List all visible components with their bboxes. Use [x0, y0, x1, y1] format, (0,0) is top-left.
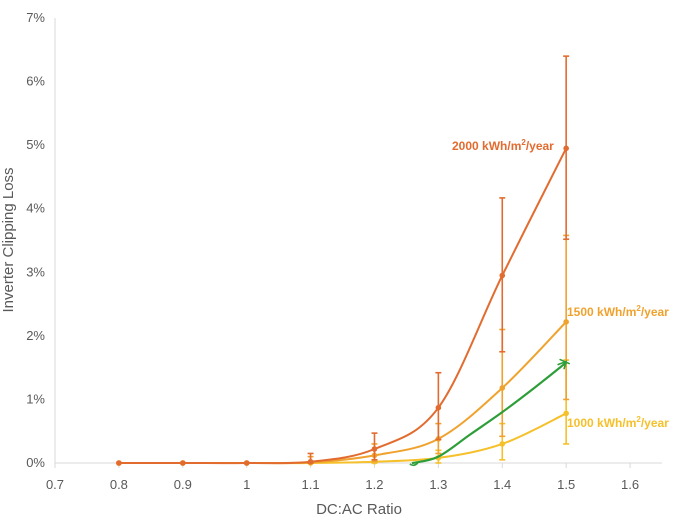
series-label-2: 1000 kWh/m2/year — [567, 415, 669, 430]
y-tick-label: 5% — [26, 137, 45, 152]
x-tick-label: 1.3 — [429, 477, 447, 492]
data-point — [371, 446, 378, 452]
series-0 — [116, 55, 570, 466]
annotation-layer — [409, 358, 570, 467]
series-label-main: 2000 kWh/m — [452, 139, 521, 153]
data-point — [307, 458, 314, 465]
series-label-tail: /year — [641, 305, 669, 319]
x-tick-label: 0.7 — [46, 477, 64, 492]
annotation-line — [411, 361, 568, 465]
y-axis-title: Inverter Clipping Loss — [0, 167, 17, 312]
y-tick-label: 7% — [26, 10, 45, 25]
x-axis-title: DC:AC Ratio — [316, 501, 402, 518]
y-tick-label: 0% — [26, 455, 45, 470]
x-axis: 0.7 0.8 0.9 1 1.1 1.2 1.3 1.4 1.5 1.6 — [46, 462, 662, 492]
x-tick-label: 1.5 — [557, 477, 575, 492]
series-1 — [116, 234, 570, 466]
series-label-1: 1500 kWh/m2/year — [567, 304, 669, 319]
series-label-sup: 2 — [636, 304, 641, 313]
x-tick-label: 1.6 — [621, 477, 639, 492]
data-point — [563, 145, 569, 152]
series-label-sup: 2 — [521, 138, 526, 147]
y-tick-label: 6% — [26, 74, 45, 89]
series-label-sup: 2 — [636, 415, 641, 424]
x-tick-label: 1.4 — [493, 477, 511, 492]
data-point — [243, 460, 250, 466]
series-label-tail: /year — [526, 139, 554, 153]
data-point — [116, 460, 122, 466]
series-label-tail: /year — [641, 416, 669, 430]
y-tick-label: 4% — [26, 201, 45, 216]
series-label-main: 1000 kWh/m — [567, 416, 636, 430]
x-tick-label: 0.8 — [110, 477, 128, 492]
data-point — [435, 404, 442, 411]
series-label-main: 1500 kWh/m — [567, 305, 636, 319]
annotation-end-mark — [557, 358, 570, 370]
series-line — [118, 321, 567, 465]
y-tick-label: 1% — [26, 391, 45, 406]
data-point — [563, 410, 569, 417]
series-line — [118, 147, 568, 465]
series-layer — [116, 55, 570, 466]
x-tick-label: 1.2 — [365, 477, 383, 492]
x-tick-label: 0.9 — [174, 477, 192, 492]
y-tick-label: 3% — [26, 264, 45, 279]
series-label-0: 2000 kWh/m2/year — [452, 138, 554, 153]
series-line — [118, 412, 567, 465]
data-point — [563, 319, 569, 325]
data-point — [499, 272, 506, 279]
annotation-start-squiggle — [409, 462, 419, 467]
data-point — [499, 441, 506, 447]
data-point — [179, 460, 186, 466]
x-tick-label: 1.1 — [302, 477, 320, 492]
y-tick-label: 2% — [26, 328, 45, 343]
data-point — [499, 385, 506, 391]
y-axis: 0% 1% 2% 3% 4% 5% 6% 7% — [26, 10, 56, 470]
x-tick-label: 1 — [243, 477, 250, 492]
